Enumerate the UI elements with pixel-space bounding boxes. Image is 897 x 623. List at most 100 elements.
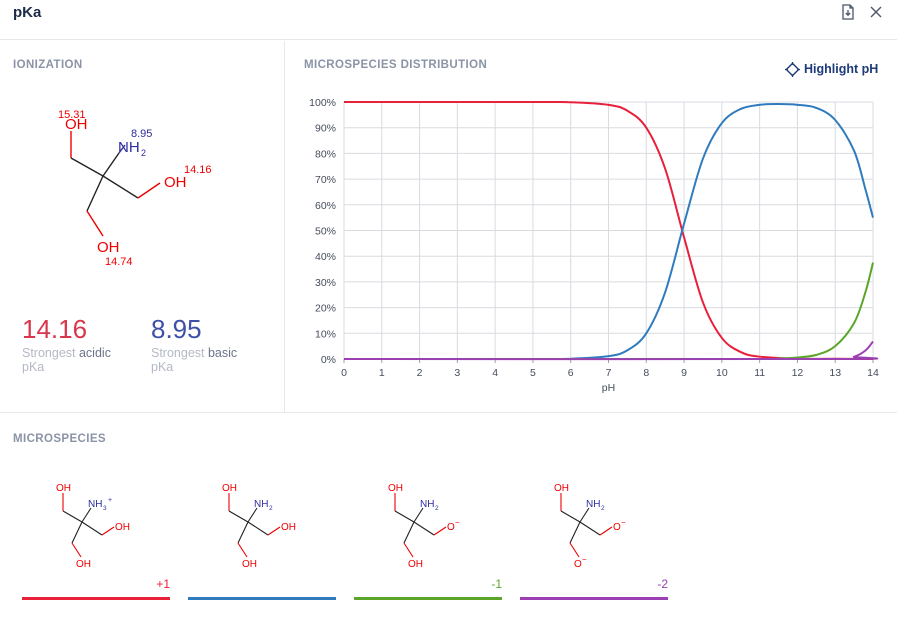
strongest-acidic-value: 14.16 <box>22 314 88 344</box>
ms-nitrogen-sup: + <box>108 497 112 504</box>
y-tick-label: 30% <box>315 277 336 289</box>
ms-right-sup: − <box>455 518 460 527</box>
window-title: pKa <box>13 4 42 21</box>
distribution-heading: MICROSPECIES DISTRIBUTION <box>304 59 488 71</box>
export-icon[interactable] <box>839 3 857 21</box>
ms-bottom-group: O <box>574 559 582 570</box>
y-tick-label: 10% <box>315 328 336 340</box>
microspecies-structure: OH NH 2 OH OH <box>222 483 296 570</box>
close-icon[interactable] <box>867 3 885 21</box>
x-tick-label: 7 <box>606 367 612 379</box>
ms-nitrogen: NH <box>88 499 102 510</box>
ms-nitrogen-sub: 2 <box>435 505 439 512</box>
pka-oh-top: 15.31 <box>58 109 86 121</box>
x-tick-label: 1 <box>379 367 385 379</box>
crosshair-icon <box>785 61 800 77</box>
ionization-heading: IONIZATION <box>13 59 83 71</box>
nh2-subscript: 2 <box>141 148 146 158</box>
highlight-ph-label: Highlight pH <box>804 62 879 76</box>
ms-bottom-group: OH <box>76 559 91 570</box>
microspecies-card[interactable]: OH NH 2 OH OH <box>188 473 336 603</box>
y-tick-label: 90% <box>315 123 336 135</box>
ms-nitrogen-sub: 2 <box>269 505 273 512</box>
x-tick-label: 10 <box>716 367 728 379</box>
strongest-basic-unit: pKa <box>151 360 174 374</box>
ms-bottom-group: OH <box>408 559 423 570</box>
oh-right-label: OH <box>164 174 187 191</box>
x-tick-label: 11 <box>754 367 765 379</box>
pka-oh-bottom: 14.74 <box>105 256 133 268</box>
microspecies-color-bar <box>354 597 502 600</box>
ms-nitrogen-sub: 2 <box>601 505 605 512</box>
ms-oh-top: OH <box>222 483 237 494</box>
pka-nh2: 8.95 <box>131 128 152 140</box>
x-tick-label: 3 <box>454 367 460 379</box>
microspecies-card[interactable]: OH NH 2 O − OH -1 <box>354 473 502 603</box>
ms-oh-top: OH <box>554 483 569 494</box>
microspecies-panel: MICROSPECIES OH NH 3 + OH OH +1 OH NH 2 OH OH OH NH 2 O… <box>0 412 897 623</box>
series-line-4[interactable] <box>343 340 879 361</box>
y-tick-label: 0% <box>321 354 336 366</box>
series-line-2[interactable] <box>343 103 874 361</box>
nh2-label: NH <box>118 139 140 156</box>
ms-nitrogen-sub: 3 <box>103 505 107 512</box>
y-tick-label: 20% <box>315 303 336 315</box>
x-tick-label: 0 <box>341 367 347 379</box>
ionization-structure: OH 15.31 NH 2 8.95 OH 14.16 OH 14.74 <box>58 109 212 268</box>
ms-nitrogen: NH <box>586 499 600 510</box>
microspecies-card[interactable]: OH NH 2 O − O − -2 <box>520 473 668 603</box>
x-tick-label: 5 <box>530 367 536 379</box>
strongest-basic-caption: Strongest basic pKa <box>151 346 237 374</box>
distribution-chart[interactable]: 0%10%20%30%40%50%60%70%80%90%100%0 1 2 3 4 5 6… <box>285 41 897 412</box>
ms-oh-top: OH <box>388 483 403 494</box>
strongest-basic-value: 8.95 <box>151 314 202 344</box>
microspecies-color-bar <box>520 597 668 600</box>
oh-bottom-label: OH <box>97 239 120 256</box>
strongest-acidic-prefix: Strongest <box>22 346 79 360</box>
microspecies-charge: -2 <box>657 577 668 591</box>
ms-bottom-sup: − <box>582 555 587 564</box>
microspecies-structure: OH NH 2 O − OH <box>388 483 460 570</box>
x-tick-label: 6 <box>568 367 574 379</box>
microspecies-charge: -1 <box>491 577 502 591</box>
y-tick-label: 40% <box>315 251 336 263</box>
y-tick-label: 50% <box>315 226 336 238</box>
strongest-acidic-caption: Strongest acidic pKa <box>22 346 111 374</box>
microspecies-card[interactable]: OH NH 3 + OH OH +1 <box>22 473 170 603</box>
highlight-ph-button[interactable]: Highlight pH <box>785 59 878 79</box>
x-tick-label: 4 <box>492 367 498 379</box>
x-axis-label: pH <box>602 382 615 394</box>
x-tick-label: 9 <box>681 367 687 379</box>
distribution-panel: MICROSPECIES DISTRIBUTION Highlight pH 0… <box>285 41 897 412</box>
x-tick-label: 2 <box>417 367 423 379</box>
ms-bottom-group: OH <box>242 559 257 570</box>
x-tick-label: 12 <box>792 367 804 379</box>
y-tick-label: 100% <box>309 97 336 109</box>
oh-top-label: OH <box>65 116 88 133</box>
title-bar: pKa <box>0 0 897 40</box>
microspecies-charge: +1 <box>156 577 170 591</box>
y-tick-label: 80% <box>315 148 336 160</box>
y-tick-label: 60% <box>315 200 336 212</box>
strongest-acidic-kind: acidic <box>78 346 111 360</box>
ms-right-group: OH <box>115 522 130 533</box>
ms-nitrogen: NH <box>254 499 268 510</box>
ms-nitrogen: NH <box>420 499 434 510</box>
ionization-panel: IONIZATION OH 15.31 NH 2 8.95 OH 14.16 O… <box>0 41 285 412</box>
ms-right-group: O <box>613 522 621 533</box>
strongest-basic-kind: basic <box>207 346 238 360</box>
microspecies-color-bar <box>22 597 170 600</box>
strongest-basic-prefix: Strongest <box>151 346 208 360</box>
ms-right-group: O <box>447 522 455 533</box>
strongest-acidic-unit: pKa <box>22 360 45 374</box>
ms-right-group: OH <box>281 522 296 533</box>
ms-oh-top: OH <box>56 483 71 494</box>
x-tick-label: 8 <box>643 367 649 379</box>
y-tick-label: 70% <box>315 174 336 186</box>
microspecies-structure: OH NH 3+ OH OH <box>56 483 130 570</box>
microspecies-heading: MICROSPECIES <box>13 433 106 445</box>
x-tick-label: 14 <box>867 367 879 379</box>
x-tick-label: 13 <box>829 367 841 379</box>
ms-right-sup: − <box>621 518 626 527</box>
